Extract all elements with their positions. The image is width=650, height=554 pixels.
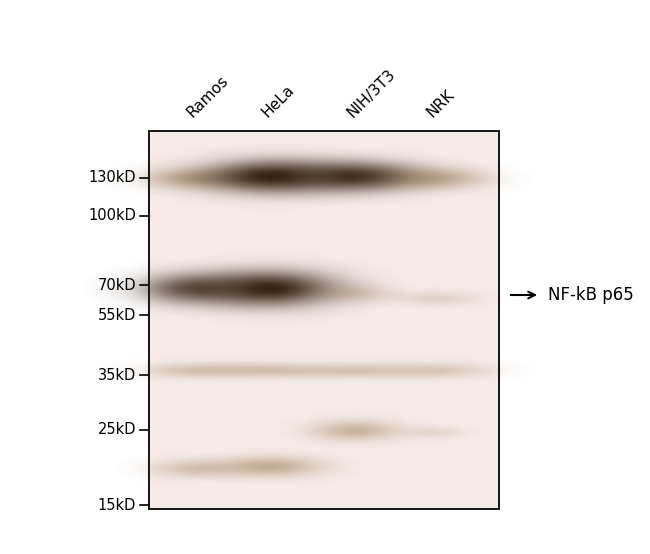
Text: NRK: NRK xyxy=(424,87,458,120)
Text: HeLa: HeLa xyxy=(259,82,298,120)
Text: 15kD: 15kD xyxy=(98,497,136,512)
Text: NF-kB p65: NF-kB p65 xyxy=(548,286,634,304)
Text: 130kD: 130kD xyxy=(88,171,136,186)
Text: 70kD: 70kD xyxy=(98,278,136,293)
Text: Ramos: Ramos xyxy=(185,73,231,120)
Text: NIH/3T3: NIH/3T3 xyxy=(344,66,398,120)
Text: 35kD: 35kD xyxy=(98,367,136,382)
Text: 55kD: 55kD xyxy=(98,307,136,322)
Text: 25kD: 25kD xyxy=(98,423,136,438)
Text: 100kD: 100kD xyxy=(88,208,136,223)
